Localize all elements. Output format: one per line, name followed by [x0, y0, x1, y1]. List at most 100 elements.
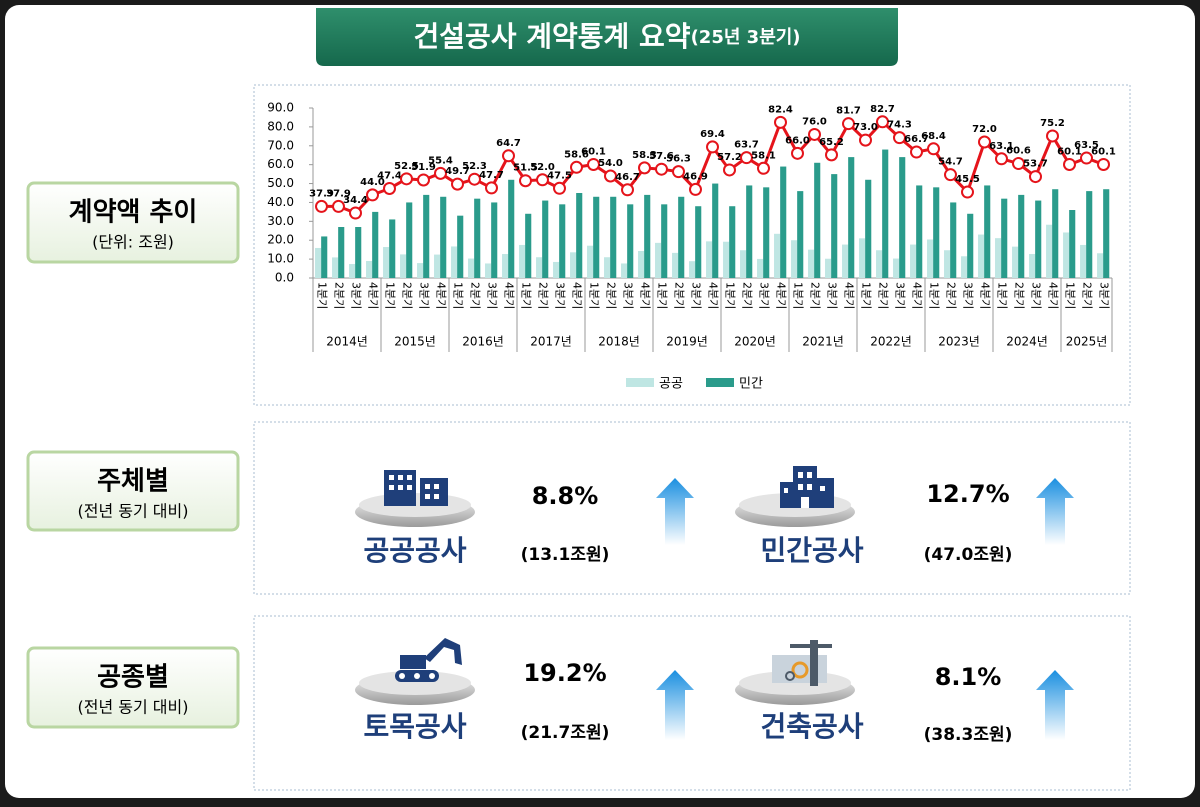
legend-swatch — [626, 378, 654, 387]
bar — [944, 250, 951, 278]
x-tick-label: 3분기 — [350, 282, 363, 309]
x-tick-label: 4분기 — [503, 282, 516, 309]
label-box — [26, 450, 240, 532]
data-label: 52.3 — [462, 161, 487, 172]
bar — [321, 236, 328, 278]
bar — [502, 254, 509, 278]
x-tick-label: 1분기 — [1064, 282, 1077, 309]
bar — [746, 185, 753, 278]
bar — [689, 261, 696, 278]
total-marker — [825, 148, 838, 162]
data-label: 46.9 — [683, 171, 708, 182]
bar — [882, 149, 889, 278]
x-tick-label: 1분기 — [588, 282, 601, 309]
bar — [1001, 198, 1008, 278]
bar — [536, 257, 543, 278]
total-marker — [842, 117, 855, 131]
group-label: 2015년 — [394, 335, 436, 349]
x-tick-label: 2분기 — [605, 282, 618, 309]
total-marker — [502, 149, 515, 163]
total-marker — [332, 199, 345, 213]
bar — [774, 233, 781, 278]
x-tick-label: 4분기 — [639, 282, 652, 309]
bar — [1069, 210, 1076, 278]
total-marker — [604, 169, 617, 183]
x-tick-label: 2분기 — [537, 282, 550, 309]
total-marker — [672, 165, 685, 179]
total-marker — [927, 142, 940, 156]
data-label: 51.5 — [513, 163, 538, 174]
data-label: 82.4 — [768, 104, 793, 115]
total-marker — [400, 172, 413, 186]
item-name: 공공공사 — [363, 534, 466, 567]
data-label: 60.1 — [1057, 146, 1082, 157]
x-tick-label: 3분기 — [758, 282, 771, 309]
group-label: 2024년 — [1006, 335, 1048, 349]
bar — [723, 241, 730, 278]
data-label: 60.6 — [1006, 146, 1031, 157]
total-marker — [910, 145, 923, 159]
data-label: 54.7 — [938, 157, 963, 168]
bar — [1035, 200, 1042, 278]
cards: 공공공사 8.8% (13.1조원) 민간공사 12.7% (47.0조원) 토… — [355, 466, 1074, 745]
card-frame — [253, 421, 1131, 595]
section-labels: 계약액 추이 (단위: 조원) 주체별 (전년 동기 대비) 공종별 (전년 동… — [26, 181, 240, 729]
bar — [485, 263, 492, 278]
bar — [417, 263, 424, 278]
total-marker — [1012, 157, 1025, 171]
x-tick-label: 1분기 — [860, 282, 873, 309]
bar — [1097, 253, 1104, 278]
up-arrow — [656, 478, 694, 545]
total-marker — [366, 188, 379, 202]
data-label: 47.5 — [547, 170, 572, 181]
x-tick-label: 2분기 — [1013, 282, 1026, 309]
bar — [372, 211, 379, 278]
data-label: 51.9 — [411, 162, 436, 173]
bar — [1046, 224, 1053, 278]
x-tick-label: 4분기 — [367, 282, 380, 309]
bar — [712, 183, 719, 278]
bar — [400, 254, 407, 278]
data-label: 75.2 — [1040, 118, 1065, 129]
total-marker — [434, 166, 447, 180]
excavator-icon — [395, 638, 462, 682]
data-label: 76.0 — [802, 116, 827, 127]
data-label: 53.7 — [1023, 159, 1048, 170]
bar — [570, 252, 577, 278]
x-tick-label: 3분기 — [826, 282, 839, 309]
bar — [893, 258, 900, 278]
group-label: 2016년 — [462, 335, 504, 349]
bar — [797, 191, 804, 278]
data-label: 81.7 — [836, 106, 861, 117]
bar — [876, 250, 883, 278]
x-tick-label: 4분기 — [979, 282, 992, 309]
y-tick-label: 20.0 — [267, 233, 294, 247]
total-marker — [995, 152, 1008, 166]
total-marker — [1046, 129, 1059, 143]
data-label: 66.7 — [904, 134, 929, 145]
total-marker — [978, 135, 991, 149]
group-label: 2014년 — [326, 335, 368, 349]
group-label: 2023년 — [938, 335, 980, 349]
x-tick-label: 4분기 — [571, 282, 584, 309]
bar — [842, 244, 849, 278]
total-marker — [723, 163, 736, 177]
total-marker — [859, 133, 872, 147]
building-icon — [384, 470, 448, 506]
bar — [865, 179, 872, 278]
x-tick-label: 4분기 — [435, 282, 448, 309]
section-label: 공종별 — [97, 663, 169, 693]
y-tick-label: 10.0 — [267, 252, 294, 266]
item-change: 19.2% — [523, 659, 606, 687]
data-label: 63.1 — [989, 141, 1014, 152]
item-amount: (47.0조원) — [924, 545, 1013, 565]
total-marker — [417, 173, 430, 187]
data-label: 72.0 — [972, 124, 997, 135]
section-sublabel: (전년 동기 대비) — [78, 698, 189, 717]
bar — [757, 258, 764, 278]
bar — [366, 261, 373, 278]
total-marker — [944, 168, 957, 182]
bar — [621, 263, 628, 278]
platform — [355, 671, 475, 705]
bar — [576, 193, 583, 278]
